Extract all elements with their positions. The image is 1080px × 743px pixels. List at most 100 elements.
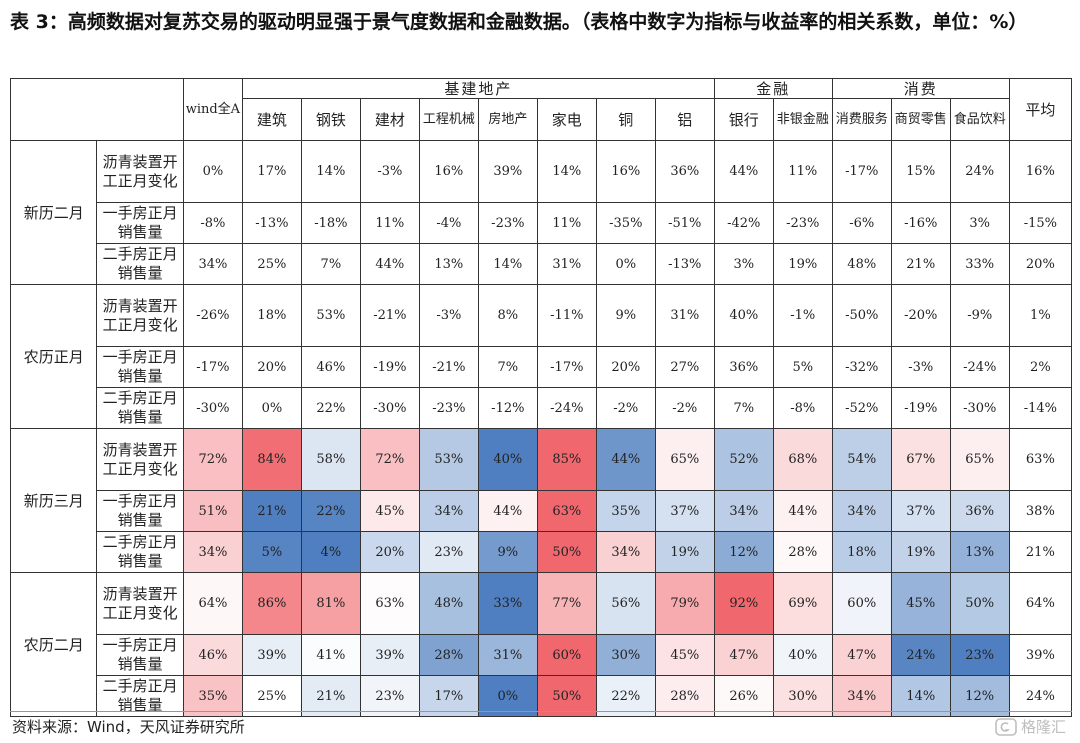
value-cell: -8%: [182, 202, 243, 244]
col-header-wind: wind全A: [182, 78, 243, 141]
col-header: 商贸零售: [890, 98, 951, 141]
value-cell: -17%: [182, 346, 243, 388]
value-cell: 44%: [595, 428, 656, 491]
source-note: 资料来源：Wind，天风证券研究所: [12, 718, 245, 736]
value-cell: 22%: [300, 490, 361, 532]
metric-label: 一手房正月销售量: [96, 346, 184, 388]
col-header: 房地产: [477, 98, 538, 141]
value-cell: 17%: [418, 675, 479, 717]
value-cell: -19%: [890, 387, 951, 429]
value-cell: 5%: [241, 531, 302, 573]
value-cell: 45%: [654, 634, 715, 676]
value-cell: 12%: [713, 531, 774, 573]
value-cell: 17%: [241, 140, 302, 203]
value-cell: 44%: [772, 490, 833, 532]
table-row: 二手房正月销售量 34% 25% 7% 44% 13% 14% 31% 0% -13% 3% 19% 4…: [11, 243, 1073, 285]
value-cell: 3%: [713, 243, 774, 285]
section-header-0: 基建地产: [241, 78, 715, 99]
metric-label: 二手房正月销售量: [96, 387, 184, 429]
value-cell: 25%: [241, 675, 302, 717]
value-cell: -4%: [418, 202, 479, 244]
avg-cell: -14%: [1008, 387, 1073, 429]
metric-label: 沥青装置开工正月变化: [96, 428, 184, 491]
value-cell: 46%: [300, 346, 361, 388]
value-cell: 53%: [300, 284, 361, 347]
value-cell: 44%: [477, 490, 538, 532]
value-cell: 14%: [477, 243, 538, 285]
value-cell: 19%: [654, 531, 715, 573]
table-row: 二手房正月销售量 35% 25% 21% 23% 17% 0% 50% 22% 28% 26% 30%…: [11, 675, 1073, 717]
value-cell: -50%: [831, 284, 892, 347]
value-cell: -24%: [536, 387, 597, 429]
value-cell: 34%: [713, 490, 774, 532]
col-header: 工程机械: [418, 98, 479, 141]
value-cell: 50%: [536, 675, 597, 717]
section-header-2: 消费: [831, 78, 1010, 99]
avg-cell: 24%: [1008, 675, 1073, 717]
col-header: 建筑: [241, 98, 302, 141]
value-cell: 52%: [713, 428, 774, 491]
metric-label: 沥青装置开工正月变化: [96, 140, 184, 203]
value-cell: 5%: [772, 346, 833, 388]
value-cell: 65%: [949, 428, 1010, 491]
value-cell: 65%: [654, 428, 715, 491]
value-cell: 31%: [536, 243, 597, 285]
value-cell: 77%: [536, 572, 597, 635]
value-cell: 26%: [713, 675, 774, 717]
value-cell: 34%: [831, 675, 892, 717]
group-label: 农历正月: [9, 284, 98, 429]
value-cell: 36%: [654, 140, 715, 203]
value-cell: 56%: [595, 572, 656, 635]
avg-cell: 63%: [1008, 428, 1073, 491]
metric-label: 沥青装置开工正月变化: [96, 572, 184, 635]
value-cell: 63%: [359, 572, 420, 635]
avg-cell: 2%: [1008, 346, 1073, 388]
avg-cell: 64%: [1008, 572, 1073, 635]
col-header: 铝: [654, 98, 715, 141]
value-cell: 64%: [182, 572, 243, 635]
value-cell: -30%: [949, 387, 1010, 429]
value-cell: -24%: [949, 346, 1010, 388]
section-header-1: 金融: [713, 78, 833, 99]
value-cell: 15%: [890, 140, 951, 203]
metric-label: 一手房正月销售量: [96, 490, 184, 532]
value-cell: -3%: [890, 346, 951, 388]
value-cell: 22%: [595, 675, 656, 717]
value-cell: 48%: [831, 243, 892, 285]
value-cell: 11%: [536, 202, 597, 244]
value-cell: 20%: [595, 346, 656, 388]
value-cell: 47%: [713, 634, 774, 676]
value-cell: 25%: [241, 243, 302, 285]
table-row: 农历正月 沥青装置开工正月变化 -26% 18% 53% -21% -3% 8% -11% 9% 3…: [9, 284, 1073, 429]
value-cell: 21%: [241, 490, 302, 532]
value-cell: 0%: [595, 243, 656, 285]
metric-label: 二手房正月销售量: [96, 675, 184, 717]
value-cell: 35%: [595, 490, 656, 532]
value-cell: 21%: [890, 243, 951, 285]
value-cell: 16%: [595, 140, 656, 203]
watermark-text: 格隆汇: [1020, 718, 1066, 736]
value-cell: 92%: [713, 572, 774, 635]
value-cell: 12%: [949, 675, 1010, 717]
value-cell: -2%: [654, 387, 715, 429]
value-cell: 33%: [949, 243, 1010, 285]
value-cell: 9%: [595, 284, 656, 347]
value-cell: 23%: [418, 531, 479, 573]
value-cell: 39%: [477, 140, 538, 203]
col-header: 家电: [536, 98, 597, 141]
value-cell: 31%: [477, 634, 538, 676]
value-cell: 30%: [595, 634, 656, 676]
value-cell: -26%: [182, 284, 243, 347]
value-cell: -30%: [359, 387, 420, 429]
value-cell: 7%: [300, 243, 361, 285]
value-cell: -17%: [536, 346, 597, 388]
value-cell: -12%: [477, 387, 538, 429]
avg-cell: 38%: [1008, 490, 1073, 532]
value-cell: -3%: [418, 284, 479, 347]
value-cell: 34%: [418, 490, 479, 532]
value-cell: -21%: [359, 284, 420, 347]
value-cell: -16%: [890, 202, 951, 244]
table-row: 新历二月 沥青装置开工正月变化 0% 17% 14% -3% 16% 39% 14% 16% 36%…: [9, 140, 1073, 285]
value-cell: 50%: [949, 572, 1010, 635]
value-cell: 0%: [477, 675, 538, 717]
